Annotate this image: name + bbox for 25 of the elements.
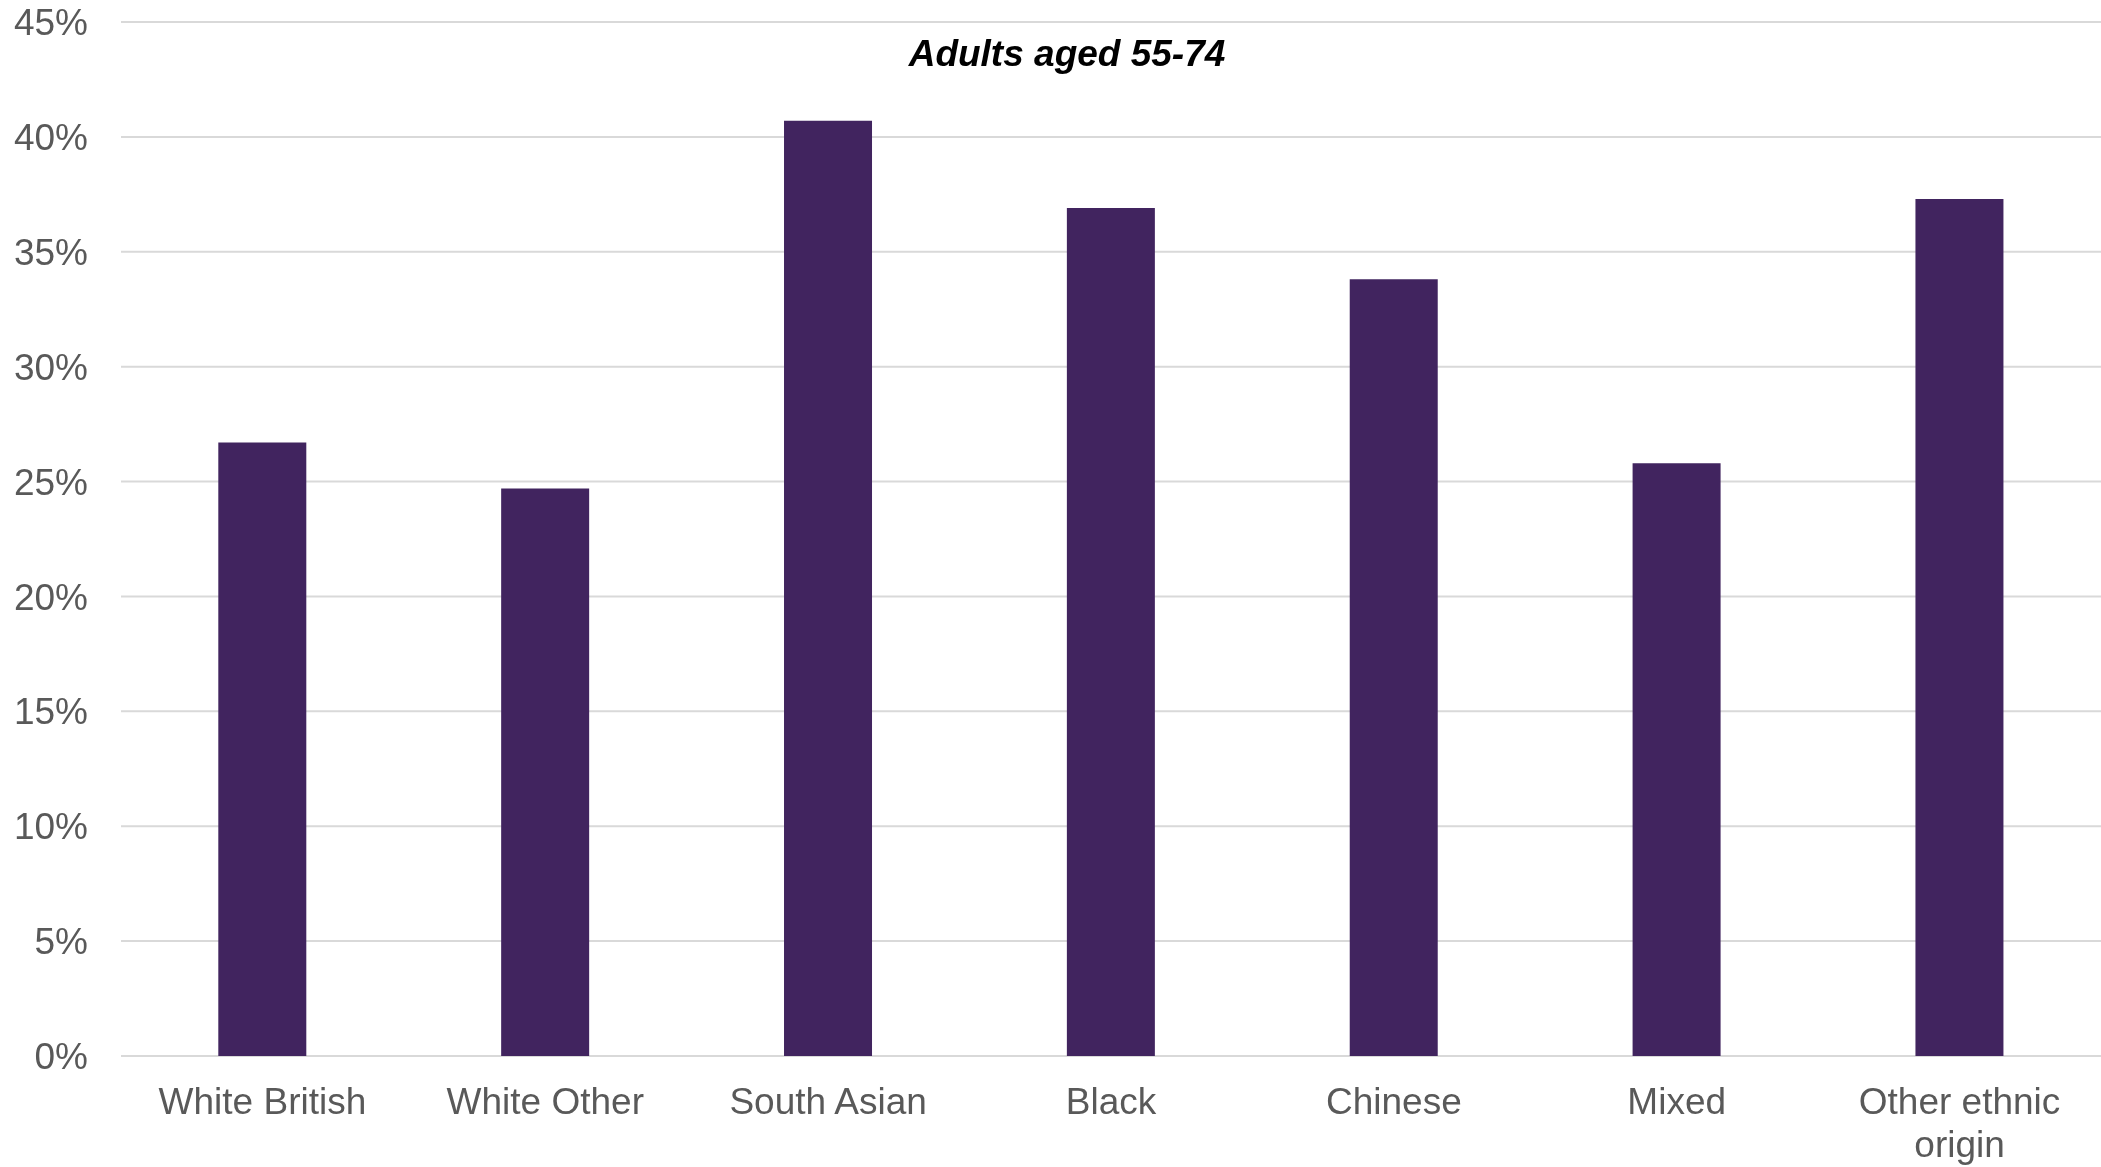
y-tick-label: 5%	[34, 921, 88, 963]
y-tick-label: 15%	[13, 691, 88, 733]
bar	[218, 442, 307, 1056]
bar	[1632, 463, 1721, 1056]
bar	[1915, 198, 2004, 1056]
y-tick-label: 20%	[13, 576, 88, 618]
x-tick-label: White British	[158, 1081, 367, 1123]
y-tick-label: 45%	[13, 2, 88, 44]
x-tick-label: South Asian	[729, 1081, 927, 1123]
y-tick-label: 25%	[13, 461, 88, 503]
x-tick-label: Black	[1065, 1081, 1157, 1123]
bar	[1066, 208, 1155, 1056]
bar	[784, 120, 873, 1056]
y-tick-label: 10%	[13, 806, 88, 848]
x-tick-label: Chinese	[1325, 1081, 1462, 1123]
bar	[1349, 279, 1438, 1056]
x-tick-label: Other ethnic origin	[1858, 1081, 2061, 1166]
x-tick-label: Mixed	[1627, 1081, 1727, 1123]
y-tick-label: 0%	[34, 1036, 88, 1078]
y-tick-label: 35%	[13, 231, 88, 273]
chart-title: Adults aged 55-74	[908, 33, 1226, 74]
bar	[501, 488, 590, 1056]
y-tick-label: 30%	[13, 346, 88, 388]
y-tick-label: 40%	[13, 117, 88, 159]
x-tick-label: White Other	[446, 1081, 644, 1123]
